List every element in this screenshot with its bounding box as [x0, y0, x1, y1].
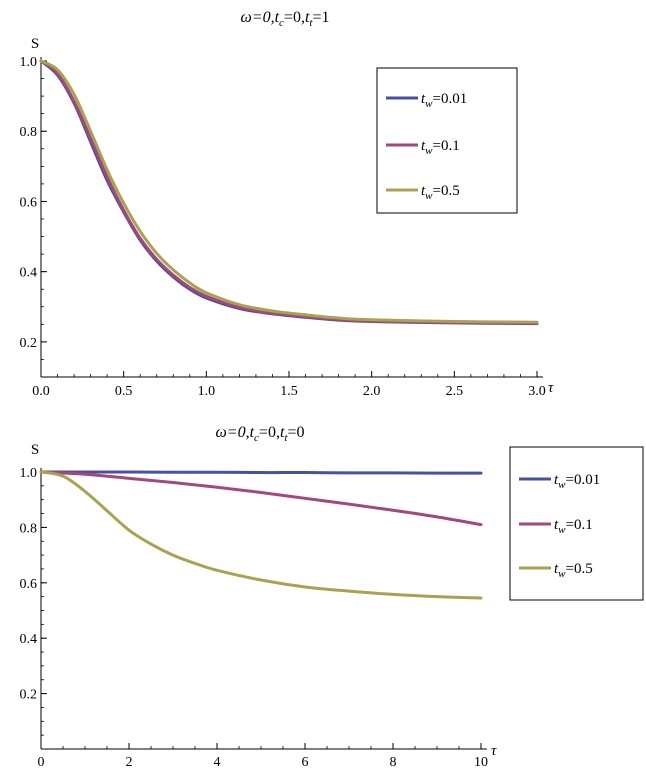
y-axis-label: S [31, 442, 39, 458]
chart-title: ω=0,tc=0,tt=1 [240, 9, 329, 29]
x-tick-label: 8 [390, 755, 397, 770]
series-line-3 [39, 470, 483, 600]
y-tick-label: 0.4 [20, 632, 38, 647]
legend-entry: tw=0.5 [554, 561, 593, 580]
y-tick-label: 0.6 [20, 577, 38, 592]
y-tick-label: 1.0 [20, 55, 38, 70]
y-tick-label: 0.8 [20, 521, 38, 536]
chart-title: ω=0,tc=0,tt=0 [215, 424, 304, 444]
y-tick-label: 0.2 [20, 336, 38, 351]
x-tick-label: 6 [302, 755, 309, 770]
x-tick-label: 0.5 [115, 384, 133, 399]
x-axis-label: τ [491, 743, 497, 759]
series-line-1 [39, 470, 483, 475]
y-tick-label: 0.6 [20, 195, 38, 210]
legend-entry: tw=0.01 [421, 91, 467, 110]
legend-entry: tw=0.1 [421, 138, 460, 157]
legend: tw=0.01 tw=0.1 tw=0.5 [509, 446, 644, 601]
legend-entry: tw=0.5 [421, 183, 460, 202]
x-tick-label: 10 [474, 755, 488, 770]
x-tick-label: 4 [214, 755, 221, 770]
series-line-3 [39, 59, 539, 324]
x-tick-label: 3.0 [528, 384, 546, 399]
x-tick-label: 2.5 [446, 384, 464, 399]
legend: tw=0.01 tw=0.1 tw=0.5 [376, 67, 518, 214]
chart-2: ω=0,tc=0,tt=0 Sτ 0 2 4 6 8 10 0.2 0.4 0.6 0.8 1.0 tw=… [20, 424, 644, 770]
legend-entry: tw=0.1 [554, 517, 593, 536]
y-tick-label: 1.0 [20, 466, 38, 481]
y-axis-label: S [31, 36, 39, 52]
series-line-2 [39, 470, 483, 527]
y-tick-label: 0.8 [20, 125, 38, 140]
y-tick-label: 0.2 [20, 688, 38, 703]
x-tick-label: 2.0 [363, 384, 381, 399]
x-tick-label: 1.0 [198, 384, 216, 399]
y-tick-label: 0.4 [20, 266, 38, 281]
x-tick-label: 0 [38, 755, 45, 770]
legend-entry: tw=0.01 [554, 472, 600, 491]
x-tick-label: 1.5 [280, 384, 298, 399]
x-axis-label: τ [548, 380, 554, 396]
x-tick-label: 0.0 [32, 384, 50, 399]
x-tick-label: 2 [126, 755, 133, 770]
chart-1: ω=0,tc=0,tt=1 Sτ 0.0 0.5 1.0 1.5 2.0 2.5 3.0 0.2 0… [20, 9, 555, 399]
